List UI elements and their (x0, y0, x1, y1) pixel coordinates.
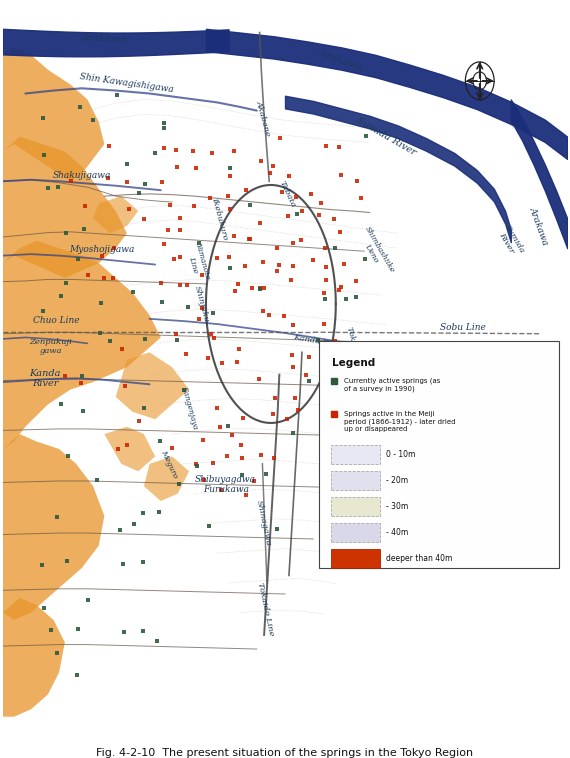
Text: Sumida River: Sumida River (355, 116, 418, 157)
FancyBboxPatch shape (319, 341, 559, 568)
Polygon shape (3, 48, 104, 181)
Text: Shimbashiike
Ueno: Shimbashiike Ueno (355, 225, 396, 279)
Polygon shape (3, 241, 161, 449)
Text: Keihin Tohoku Line: Keihin Tohoku Line (351, 348, 377, 416)
Text: Shakujigawa: Shakujigawa (52, 171, 111, 180)
Polygon shape (144, 456, 189, 501)
Text: Tabata: Tabata (278, 180, 298, 209)
Text: Tokyo Station: Tokyo Station (345, 326, 367, 379)
Text: deeper than 40m: deeper than 40m (386, 554, 453, 562)
Text: Arakawa: Arakawa (528, 205, 550, 246)
Text: Shinagawa: Shinagawa (255, 500, 272, 547)
Text: Currently active springs (as
of a survey in 1990): Currently active springs (as of a survey… (344, 377, 441, 392)
Text: Shin Kawagishigawa: Shin Kawagishigawa (79, 72, 174, 94)
Polygon shape (93, 196, 139, 233)
Polygon shape (3, 598, 65, 717)
Text: Tokaido Line: Tokaido Line (256, 581, 275, 636)
Text: - 40m: - 40m (386, 528, 408, 537)
FancyBboxPatch shape (331, 471, 380, 490)
Text: - 20m: - 20m (386, 476, 408, 484)
Text: Meguro: Meguro (159, 449, 180, 479)
Polygon shape (104, 427, 155, 471)
Text: Yamanote
Line: Yamanote Line (184, 243, 211, 283)
Text: Sumida
River: Sumida River (495, 223, 526, 259)
Text: Myoshojigawa: Myoshojigawa (69, 245, 135, 254)
Text: - 30m: - 30m (386, 502, 408, 511)
Text: Arakawa: Arakawa (81, 33, 128, 44)
Text: Sangenjaya: Sangenjaya (180, 386, 199, 431)
Text: Shinjuku: Shinjuku (193, 285, 210, 323)
FancyBboxPatch shape (331, 444, 380, 464)
Text: Sobu Line: Sobu Line (440, 323, 486, 332)
FancyBboxPatch shape (331, 522, 380, 542)
Text: 0 - 10m: 0 - 10m (386, 449, 416, 459)
Text: Arakawa: Arakawa (318, 49, 365, 72)
FancyBboxPatch shape (331, 496, 380, 516)
Text: Ikebukuro: Ikebukuro (210, 196, 230, 240)
FancyBboxPatch shape (331, 549, 380, 568)
Text: Shibuyagawa
Furukawa: Shibuyagawa Furukawa (196, 475, 256, 494)
Text: Chuo Line: Chuo Line (33, 316, 80, 325)
Text: Fig. 4-2-10  The present situation of the springs in the Tokyo Region: Fig. 4-2-10 The present situation of the… (96, 747, 474, 758)
Polygon shape (116, 352, 189, 419)
Polygon shape (3, 434, 104, 620)
Text: Springs active in the Meiji
period (1866-1912) - later dried
up or disappeared: Springs active in the Meiji period (1866… (344, 411, 456, 431)
Polygon shape (3, 136, 127, 278)
Text: Legend: Legend (332, 359, 375, 368)
Text: Kanda River: Kanda River (292, 333, 345, 349)
Text: Akabane: Akabane (255, 99, 272, 137)
Text: Kanda
River: Kanda River (30, 368, 61, 388)
Text: Zenpukuji
gawa: Zenpukuji gawa (30, 338, 72, 355)
